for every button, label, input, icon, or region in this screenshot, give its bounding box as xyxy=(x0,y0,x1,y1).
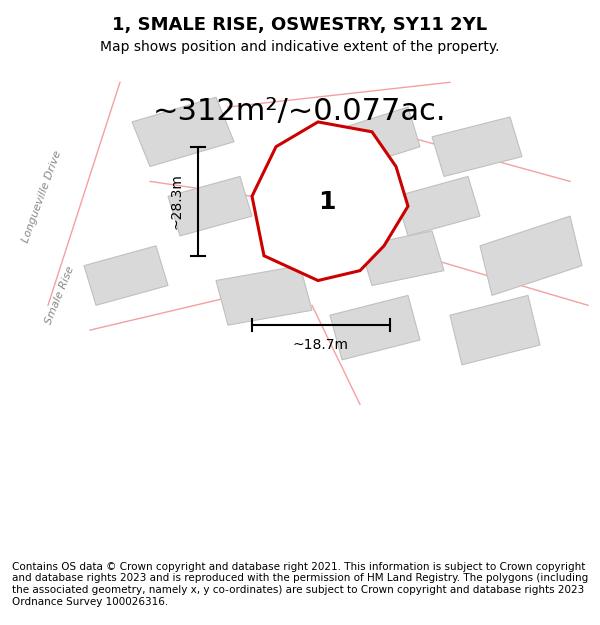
Polygon shape xyxy=(132,97,234,166)
Text: 1: 1 xyxy=(319,189,336,214)
Text: ~312m²/~0.077ac.: ~312m²/~0.077ac. xyxy=(153,97,447,126)
Polygon shape xyxy=(432,117,522,176)
Text: 1, SMALE RISE, OSWESTRY, SY11 2YL: 1, SMALE RISE, OSWESTRY, SY11 2YL xyxy=(112,16,488,34)
Text: Longueville Drive: Longueville Drive xyxy=(20,149,64,244)
Polygon shape xyxy=(84,246,168,305)
Polygon shape xyxy=(252,122,408,281)
Text: Smale Rise: Smale Rise xyxy=(44,265,76,326)
Text: ~18.7m: ~18.7m xyxy=(293,338,349,351)
Text: ~28.3m: ~28.3m xyxy=(169,173,183,229)
Polygon shape xyxy=(360,231,444,286)
Polygon shape xyxy=(480,216,582,296)
Polygon shape xyxy=(330,107,420,171)
Polygon shape xyxy=(330,296,420,360)
Text: Contains OS data © Crown copyright and database right 2021. This information is : Contains OS data © Crown copyright and d… xyxy=(12,562,588,606)
Text: Map shows position and indicative extent of the property.: Map shows position and indicative extent… xyxy=(100,40,500,54)
Polygon shape xyxy=(216,266,312,325)
Polygon shape xyxy=(168,176,252,236)
Polygon shape xyxy=(450,296,540,365)
Polygon shape xyxy=(396,176,480,236)
